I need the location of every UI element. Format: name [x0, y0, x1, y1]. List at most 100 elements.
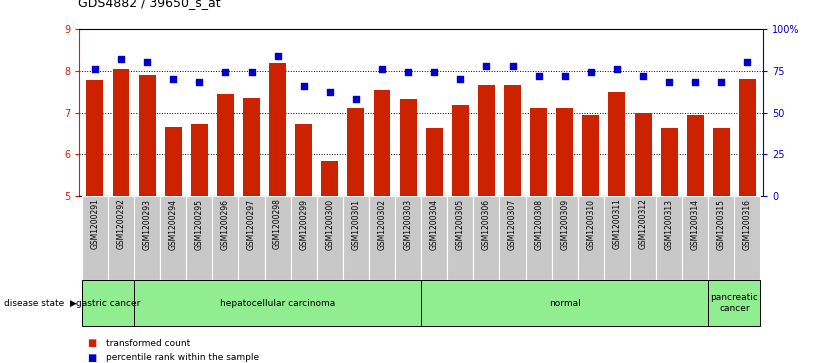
Text: percentile rank within the sample: percentile rank within the sample: [106, 353, 259, 362]
Bar: [134, 281, 421, 326]
Bar: [735, 196, 761, 280]
Text: GSM1200299: GSM1200299: [299, 199, 309, 249]
Text: GSM1200315: GSM1200315: [717, 199, 726, 249]
Bar: [399, 99, 417, 196]
Point: [245, 70, 259, 76]
Point: [401, 70, 414, 76]
Point: [428, 70, 441, 76]
Bar: [604, 196, 630, 280]
Text: GSM1200298: GSM1200298: [273, 199, 282, 249]
Point: [219, 70, 232, 76]
Bar: [269, 63, 286, 196]
Bar: [374, 90, 390, 196]
Bar: [708, 196, 735, 280]
Text: GSM1200291: GSM1200291: [90, 199, 99, 249]
Bar: [343, 196, 369, 280]
Bar: [525, 196, 551, 280]
Text: ■: ■: [88, 338, 97, 348]
Text: GSM1200304: GSM1200304: [430, 199, 439, 250]
Text: GSM1200302: GSM1200302: [378, 199, 386, 249]
Point: [506, 63, 520, 69]
Text: GDS4882 / 39650_s_at: GDS4882 / 39650_s_at: [78, 0, 220, 9]
Point: [271, 53, 284, 59]
Bar: [291, 196, 317, 280]
Text: GSM1200295: GSM1200295: [195, 199, 203, 249]
Bar: [321, 160, 339, 196]
Point: [532, 73, 545, 79]
Text: GSM1200311: GSM1200311: [612, 199, 621, 249]
Text: GSM1200305: GSM1200305: [456, 199, 465, 250]
Bar: [421, 196, 447, 280]
Text: GSM1200301: GSM1200301: [351, 199, 360, 249]
Bar: [551, 196, 578, 280]
Text: GSM1200296: GSM1200296: [221, 199, 230, 249]
Text: disease state  ▶: disease state ▶: [4, 299, 77, 307]
Bar: [264, 196, 291, 280]
Text: GSM1200309: GSM1200309: [560, 199, 570, 250]
Point: [662, 79, 676, 85]
Bar: [478, 85, 495, 196]
Bar: [295, 124, 312, 196]
Bar: [500, 196, 525, 280]
Bar: [108, 196, 134, 280]
Bar: [164, 127, 182, 196]
Text: GSM1200314: GSM1200314: [691, 199, 700, 249]
Text: GSM1200303: GSM1200303: [404, 199, 413, 250]
Text: normal: normal: [549, 299, 580, 307]
Text: GSM1200293: GSM1200293: [143, 199, 152, 249]
Point: [375, 66, 389, 72]
Point: [584, 70, 597, 76]
Point: [193, 79, 206, 85]
Point: [558, 73, 571, 79]
Point: [610, 66, 624, 72]
Bar: [556, 107, 573, 196]
Point: [349, 96, 363, 102]
Bar: [474, 196, 500, 280]
Text: GSM1200313: GSM1200313: [665, 199, 674, 249]
Point: [140, 60, 153, 65]
Bar: [708, 281, 761, 326]
Bar: [504, 85, 521, 196]
Bar: [425, 129, 443, 196]
Bar: [348, 107, 364, 196]
Text: ■: ■: [88, 352, 97, 363]
Bar: [609, 93, 626, 196]
Text: pancreatic
cancer: pancreatic cancer: [711, 293, 758, 313]
Point: [88, 66, 102, 72]
Bar: [134, 196, 160, 280]
Bar: [239, 196, 264, 280]
Point: [114, 56, 128, 62]
Bar: [213, 196, 239, 280]
Bar: [395, 196, 421, 280]
Bar: [421, 281, 708, 326]
Bar: [447, 196, 474, 280]
Text: GSM1200300: GSM1200300: [325, 199, 334, 250]
Text: gastric cancer: gastric cancer: [76, 299, 140, 307]
Bar: [578, 196, 604, 280]
Point: [454, 76, 467, 82]
Bar: [82, 196, 108, 280]
Point: [297, 83, 310, 89]
Text: transformed count: transformed count: [106, 339, 190, 347]
Bar: [243, 98, 260, 196]
Bar: [191, 124, 208, 196]
Bar: [713, 129, 730, 196]
Bar: [656, 196, 682, 280]
Point: [636, 73, 650, 79]
Point: [689, 79, 702, 85]
Bar: [661, 129, 677, 196]
Bar: [113, 69, 129, 196]
Bar: [452, 105, 469, 196]
Bar: [82, 281, 134, 326]
Point: [323, 90, 336, 95]
Text: GSM1200312: GSM1200312: [639, 199, 647, 249]
Text: GSM1200297: GSM1200297: [247, 199, 256, 249]
Text: GSM1200308: GSM1200308: [534, 199, 543, 249]
Point: [741, 60, 754, 65]
Text: GSM1200292: GSM1200292: [117, 199, 125, 249]
Point: [167, 76, 180, 82]
Text: GSM1200310: GSM1200310: [586, 199, 595, 249]
Bar: [369, 196, 395, 280]
Bar: [530, 107, 547, 196]
Text: GSM1200316: GSM1200316: [743, 199, 752, 249]
